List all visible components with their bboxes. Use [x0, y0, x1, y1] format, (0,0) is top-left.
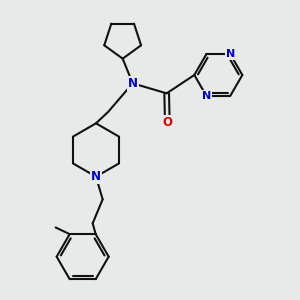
- Text: N: N: [91, 170, 101, 183]
- Text: O: O: [162, 116, 172, 129]
- Text: N: N: [128, 77, 138, 90]
- Text: N: N: [202, 91, 211, 101]
- Text: N: N: [226, 49, 235, 59]
